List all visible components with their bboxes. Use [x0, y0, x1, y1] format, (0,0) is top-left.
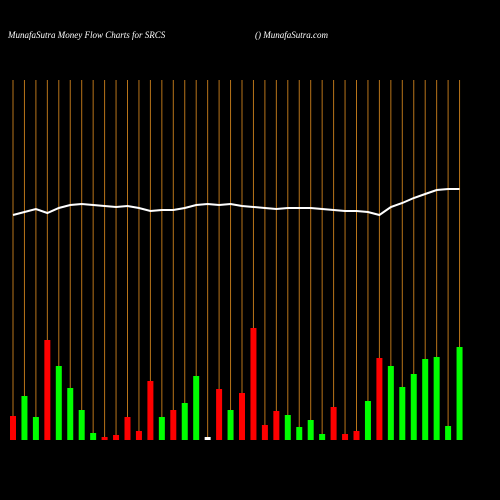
bar	[250, 328, 257, 440]
bar	[239, 393, 245, 440]
bar	[399, 387, 406, 440]
bar	[135, 431, 142, 440]
bar	[433, 357, 440, 440]
bar	[342, 434, 349, 440]
bar	[456, 347, 463, 440]
money-flow-line	[12, 188, 460, 217]
bar	[21, 396, 28, 440]
bar	[10, 416, 16, 440]
bar	[296, 427, 303, 440]
bar	[67, 388, 74, 440]
bar	[216, 389, 223, 440]
bar	[330, 407, 337, 440]
bar	[422, 359, 429, 440]
bar	[44, 340, 51, 440]
bar	[364, 401, 371, 440]
chart-title: MunafaSutra Money Flow Charts for SRCS	[7, 30, 166, 40]
bar	[78, 410, 85, 440]
bar	[445, 426, 452, 440]
bar	[319, 434, 326, 440]
bar	[284, 415, 291, 440]
bar	[32, 417, 39, 440]
bar	[227, 410, 234, 440]
bar	[376, 358, 383, 440]
chart-subtitle: () MunafaSutra.com	[255, 30, 328, 40]
bar	[181, 403, 188, 440]
bar	[147, 381, 154, 440]
bar	[101, 437, 108, 440]
bar	[113, 435, 120, 440]
bar	[410, 374, 417, 440]
bar	[193, 376, 200, 440]
bar	[158, 417, 165, 440]
bar	[273, 411, 280, 440]
bar	[261, 425, 268, 440]
bar	[353, 431, 360, 440]
bar	[170, 410, 177, 440]
bar	[204, 437, 211, 440]
bar	[307, 420, 314, 440]
bar	[90, 433, 97, 440]
bar	[387, 366, 394, 440]
bar	[55, 366, 62, 440]
bar	[124, 417, 131, 440]
